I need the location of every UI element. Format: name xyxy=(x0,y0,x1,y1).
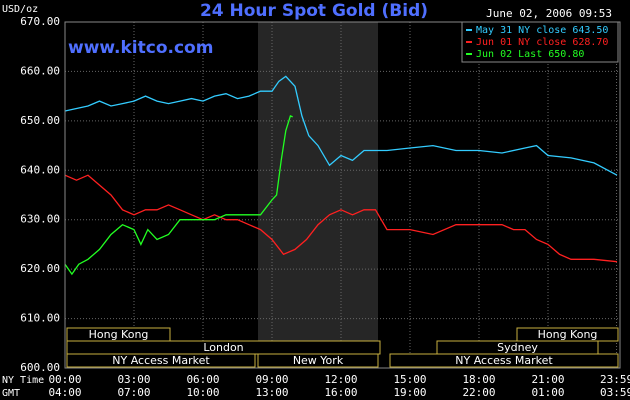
x-tick-label: 06:00 xyxy=(186,373,219,386)
y-tick-label: 670.00 xyxy=(20,15,60,28)
x-tick-label: 09:00 xyxy=(255,373,288,386)
y-tick-label: 650.00 xyxy=(20,114,60,127)
x2-tick-label: 10:00 xyxy=(186,386,219,399)
y-tick-label: 660.00 xyxy=(20,64,60,77)
x-tick-label: 12:00 xyxy=(324,373,357,386)
x-tick-label: 03:00 xyxy=(117,373,150,386)
x-tick-label: 18:00 xyxy=(462,373,495,386)
session-box xyxy=(257,353,379,368)
legend-label: Jun 02 Last 650.80 xyxy=(476,49,584,60)
session-label: London xyxy=(203,341,243,354)
x-tick-label: 23:59 xyxy=(600,373,630,386)
plot-frame xyxy=(64,21,621,369)
y-tick-label: 630.00 xyxy=(20,213,60,226)
watermark: www.kitco.com xyxy=(68,38,213,58)
session-label: NY Access Market xyxy=(455,354,553,367)
lines xyxy=(64,75,618,276)
chart-title: 24 Hour Spot Gold (Bid) xyxy=(200,1,428,21)
ny-session-shade xyxy=(258,22,378,368)
price-line xyxy=(64,174,618,263)
y-axis-label: USD/oz xyxy=(2,4,38,15)
legend-label: May 31 NY close 643.50 xyxy=(476,25,608,36)
x-tick-label: 00:00 xyxy=(48,373,81,386)
session-label: Hong Kong xyxy=(538,328,598,341)
x-tick-label: 21:00 xyxy=(531,373,564,386)
x2-tick-label: 01:00 xyxy=(531,386,564,399)
session-label: Sydney xyxy=(497,341,538,354)
session-label: Hong Kong xyxy=(89,328,149,341)
x2-tick-label: 13:00 xyxy=(255,386,288,399)
y-tick-label: 640.00 xyxy=(20,163,60,176)
y-tick-label: 600.00 xyxy=(20,361,60,374)
x2-tick-label: 07:00 xyxy=(117,386,150,399)
y-tick-label: 610.00 xyxy=(20,312,60,325)
session-label: NY Access Market xyxy=(112,354,210,367)
legend xyxy=(461,21,619,63)
session-label: New York xyxy=(293,354,344,367)
x2-tick-label: 03:59 xyxy=(600,386,630,399)
x2-tick-label: 19:00 xyxy=(393,386,426,399)
x2-tick-label: 16:00 xyxy=(324,386,357,399)
x-row-label: NY Time xyxy=(2,375,44,386)
y-tick-label: 620.00 xyxy=(20,262,60,275)
x-row-label: GMT xyxy=(2,388,20,399)
session-box xyxy=(66,353,256,368)
x2-tick-label: 22:00 xyxy=(462,386,495,399)
session-box xyxy=(389,353,619,368)
x-tick-label: 15:00 xyxy=(393,373,426,386)
legend-label: Jun 01 NY close 628.70 xyxy=(476,37,608,48)
price-line xyxy=(64,115,293,276)
x2-tick-label: 04:00 xyxy=(48,386,81,399)
price-line xyxy=(64,75,618,176)
timestamp: June 02, 2006 09:53 xyxy=(486,7,612,20)
